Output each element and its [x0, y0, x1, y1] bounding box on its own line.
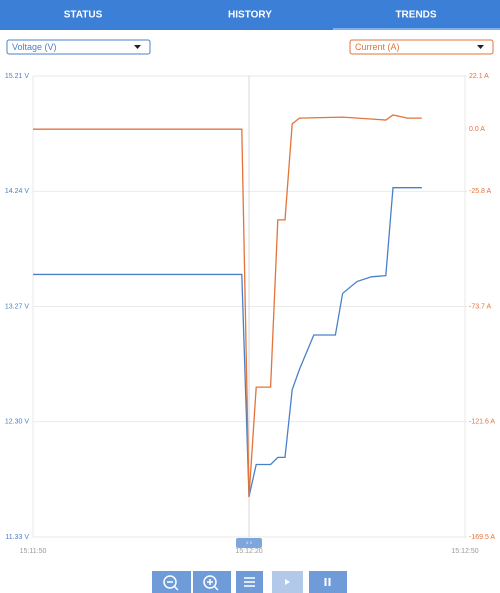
- x-tick-label: 15:12:20: [235, 548, 262, 555]
- zoom-in-icon: [207, 579, 219, 591]
- play-icon: [285, 579, 290, 585]
- current-selector-label: Current (A): [355, 42, 400, 52]
- menu-icon: [244, 577, 255, 587]
- zoom-out-icon: [163, 575, 177, 589]
- series-line: [33, 114, 422, 498]
- series-line: [33, 187, 422, 497]
- y2-tick-label: -73.7 A: [469, 303, 492, 310]
- voltage-selector-label: Voltage (V): [12, 42, 57, 52]
- current-selector[interactable]: [349, 39, 494, 55]
- y2-tick-label: -25.8 A: [469, 188, 492, 195]
- y-tick-label: 12.30 V: [5, 419, 29, 426]
- y2-tick-label: -169.5 A: [469, 534, 495, 541]
- tab-bar: [0, 0, 500, 30]
- y-tick-label: 11.33 V: [5, 534, 29, 541]
- cursor-handle-icon: ‹ ›: [246, 541, 252, 547]
- active-tab-indicator: [333, 28, 500, 30]
- controls: [152, 571, 347, 593]
- y2-tick-label: 0.0 A: [469, 126, 485, 133]
- zoom-in-icon: [203, 575, 217, 589]
- tab-trends[interactable]: TRENDS: [395, 10, 436, 21]
- y2-tick-label: -121.6 A: [469, 419, 495, 426]
- y-tick-label: 14.24 V: [5, 188, 29, 195]
- pause-button[interactable]: [309, 571, 347, 593]
- cursor-handle[interactable]: [236, 538, 262, 548]
- tab-status[interactable]: STATUS: [64, 10, 103, 21]
- y-tick-label: 15.21 V: [5, 73, 29, 80]
- chart: 11.33 V 12.30 V 13.27 V 14.24 V 15.21 V -169.…: [5, 73, 496, 555]
- dropdown-arrow: [477, 45, 484, 49]
- pause-icon: [324, 578, 331, 586]
- voltage-selector[interactable]: [6, 39, 151, 55]
- dropdown-arrow: [134, 45, 141, 49]
- y2-tick-label: 22.1 A: [469, 73, 489, 80]
- zoom-out-icon: [167, 581, 179, 591]
- x-tick-label: 15:11:50: [20, 548, 47, 555]
- y-tick-label: 13.27 V: [5, 303, 29, 310]
- tab-history[interactable]: HISTORY: [228, 10, 272, 21]
- x-tick-label: 15:12:50: [451, 548, 478, 555]
